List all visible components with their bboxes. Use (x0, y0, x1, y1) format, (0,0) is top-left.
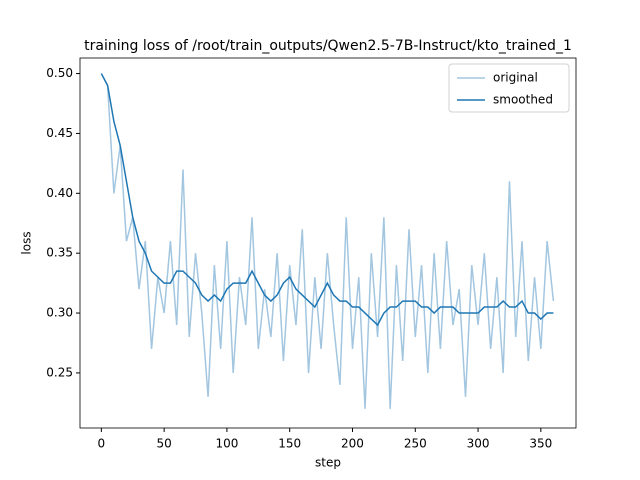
x-tick-label: 300 (467, 437, 490, 451)
y-tick-label: 0.25 (46, 365, 73, 379)
legend: original smoothed (448, 63, 570, 113)
plot-frame (79, 57, 577, 429)
series-line (100, 73, 555, 409)
legend-label: smoothed (493, 93, 553, 107)
x-tick-label: 50 (156, 437, 171, 451)
y-tick-label: 0.45 (46, 126, 73, 140)
y-tick-label: 0.35 (46, 246, 73, 260)
legend-label: original (493, 71, 538, 85)
series-line (100, 73, 554, 327)
x-tick-label: 150 (278, 437, 301, 451)
y-axis-label: loss (20, 231, 34, 254)
x-tick-label: 250 (404, 437, 427, 451)
x-tick-label: 0 (98, 437, 106, 451)
x-tick-label: 350 (529, 437, 552, 451)
y-tick-label: 0.50 (46, 66, 73, 80)
x-tick-label: 100 (215, 437, 238, 451)
y-tick-label: 0.40 (46, 186, 73, 200)
chart-title: training loss of /root/train_outputs/Qwe… (84, 38, 572, 54)
x-axis-label: step (315, 456, 341, 470)
y-tick-label: 0.30 (46, 306, 73, 320)
x-tick-label: 200 (341, 437, 364, 451)
